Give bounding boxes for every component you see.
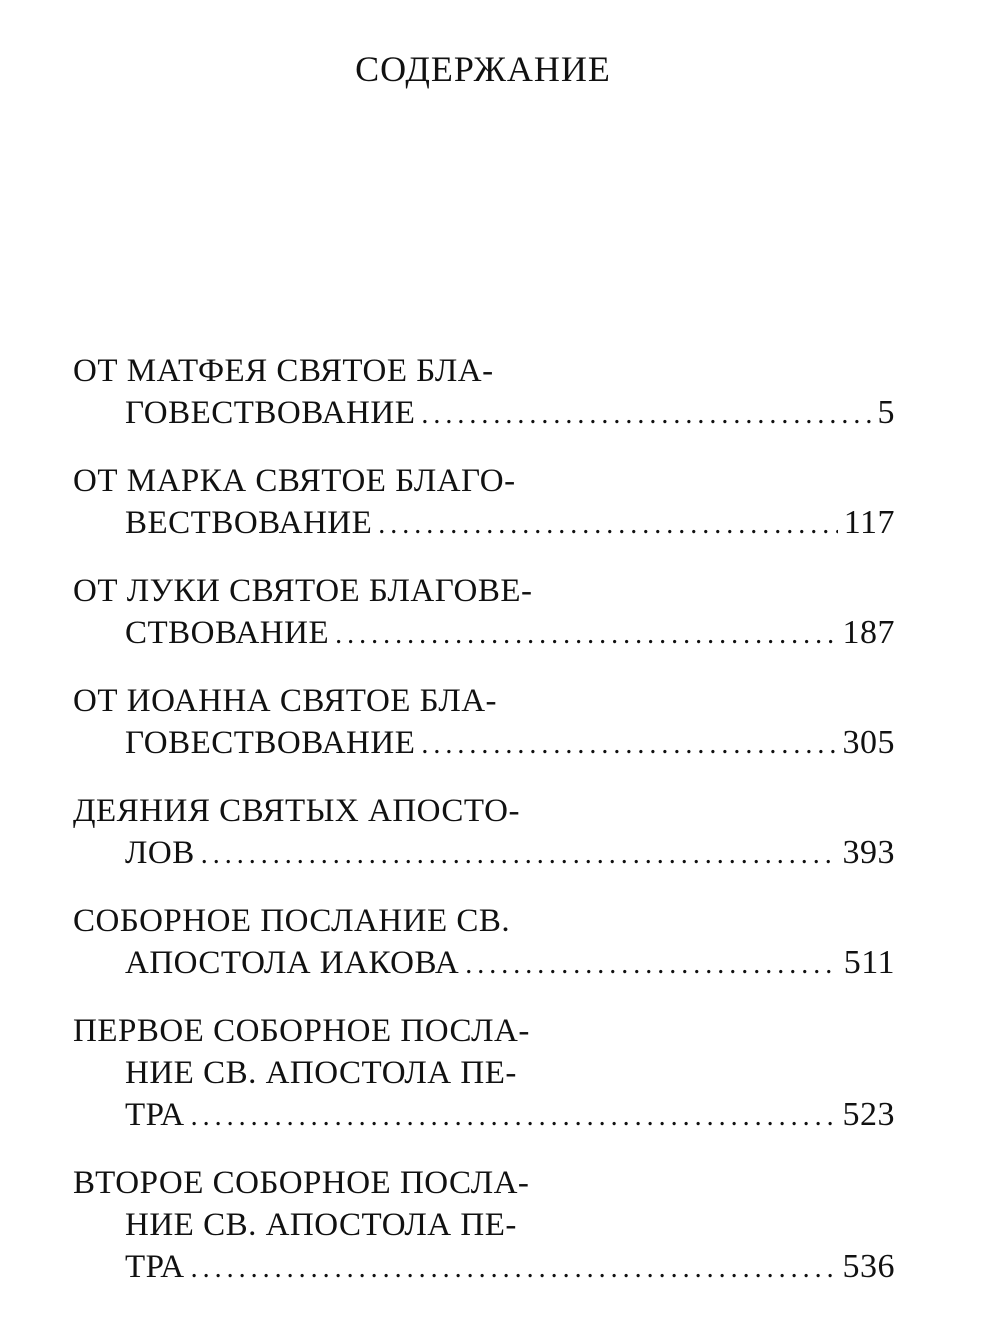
toc-entry-text: НИЕ СВ. АПОСТОЛА ПЕ- (125, 1055, 517, 1091)
toc-entry-text: ТРА (125, 1097, 185, 1133)
page-number: 536 (842, 1248, 895, 1285)
toc-entry-line: ОТ МАРКА СВЯТОЕ БЛАГО- (73, 460, 895, 502)
toc-entry: ОТ МАРКА СВЯТОЕ БЛАГО- ВЕСТВОВАНИЕ 117 (73, 460, 895, 544)
page-number: 511 (843, 944, 895, 981)
toc-entry: ОТ ИОАННА СВЯТОЕ БЛА- ГОВЕСТВОВАНИЕ 305 (73, 680, 895, 764)
toc-entry-line: ТРА 523 (73, 1094, 895, 1136)
toc-entry-line: АПОСТОЛА ИАКОВА 511 (73, 942, 895, 984)
toc-entry-text: ГОВЕСТВОВАНИЕ (125, 725, 416, 761)
toc-entry-line: ТРА 536 (73, 1246, 895, 1288)
dot-leader (421, 394, 871, 436)
toc-entry-text: ВЕСТВОВАНИЕ (125, 505, 373, 541)
page-number: 523 (842, 1096, 895, 1133)
dot-leader (465, 944, 838, 986)
page-number: 393 (842, 834, 895, 871)
toc-entry: ВТОРОЕ СОБОРНОЕ ПОСЛА- НИЕ СВ. АПОСТОЛА П… (73, 1162, 895, 1288)
toc-entry-line: ПЕРВОЕ СОБОРНОЕ ПОСЛА- (73, 1010, 895, 1052)
toc-entry-text: ОТ МАРКА СВЯТОЕ БЛАГО- (73, 463, 516, 499)
toc-entry-text: ЛОВ (125, 835, 195, 871)
toc-entry-line: ОТ МАТФЕЯ СВЯТОЕ БЛА- (73, 350, 895, 392)
toc-entry-line: ВЕСТВОВАНИЕ 117 (73, 502, 895, 544)
toc-entry-text: ДЕЯНИЯ СВЯТЫХ АПОСТО- (73, 793, 520, 829)
page-number: 305 (842, 724, 895, 761)
toc-entry: ДЕЯНИЯ СВЯТЫХ АПОСТО- ЛОВ 393 (73, 790, 895, 874)
toc-entry-line: ОТ ИОАННА СВЯТОЕ БЛА- (73, 680, 895, 722)
toc-entry-line: ЛОВ 393 (73, 832, 895, 874)
dot-leader (201, 834, 837, 876)
toc-entry-line: СТВОВАНИЕ 187 (73, 612, 895, 654)
toc-entry-line: ГОВЕСТВОВАНИЕ 305 (73, 722, 895, 764)
toc-entry: ПЕРВОЕ СОБОРНОЕ ПОСЛА- НИЕ СВ. АПОСТОЛА П… (73, 1010, 895, 1136)
dot-leader (421, 724, 836, 766)
dot-leader (335, 614, 836, 656)
toc-entry-text: ГОВЕСТВОВАНИЕ (125, 395, 416, 431)
toc-entry: СОБОРНОЕ ПОСЛАНИЕ СВ. АПОСТОЛА ИАКОВА 511 (73, 900, 895, 984)
page-number: 117 (843, 504, 895, 541)
toc-entry-line: НИЕ СВ. АПОСТОЛА ПЕ- (73, 1204, 895, 1246)
toc-entry-text: НИЕ СВ. АПОСТОЛА ПЕ- (125, 1207, 517, 1243)
dot-leader (191, 1096, 837, 1138)
toc-entry-text: СОБОРНОЕ ПОСЛАНИЕ СВ. (73, 903, 511, 939)
toc-entry-line: ГОВЕСТВОВАНИЕ 5 (73, 392, 895, 434)
dot-leader (191, 1248, 837, 1290)
page-number: 5 (877, 394, 895, 431)
toc-entry-text: АПОСТОЛА ИАКОВА (125, 945, 460, 981)
toc-entry-text: ПЕРВОЕ СОБОРНОЕ ПОСЛА- (73, 1013, 530, 1049)
page-number: 187 (842, 614, 895, 651)
toc-entry-text: СТВОВАНИЕ (125, 615, 330, 651)
toc-entry-line: ДЕЯНИЯ СВЯТЫХ АПОСТО- (73, 790, 895, 832)
toc-entry-text: ОТ МАТФЕЯ СВЯТОЕ БЛА- (73, 353, 494, 389)
toc-entry-text: ВТОРОЕ СОБОРНОЕ ПОСЛА- (73, 1165, 530, 1201)
toc-entry-line: СОБОРНОЕ ПОСЛАНИЕ СВ. (73, 900, 895, 942)
toc-entry: ОТ ЛУКИ СВЯТОЕ БЛАГОВЕ- СТВОВАНИЕ 187 (73, 570, 895, 654)
toc-entry-text: ОТ ЛУКИ СВЯТОЕ БЛАГОВЕ- (73, 573, 533, 609)
toc-entry-line: НИЕ СВ. АПОСТОЛА ПЕ- (73, 1052, 895, 1094)
toc-entry: ОТ МАТФЕЯ СВЯТОЕ БЛА- ГОВЕСТВОВАНИЕ 5 (73, 350, 895, 434)
toc-entry-text: ОТ ИОАННА СВЯТОЕ БЛА- (73, 683, 498, 719)
toc-entry-line: ОТ ЛУКИ СВЯТОЕ БЛАГОВЕ- (73, 570, 895, 612)
toc-entry-line: ВТОРОЕ СОБОРНОЕ ПОСЛА- (73, 1162, 895, 1204)
dot-leader (378, 504, 837, 546)
toc-entry-text: ТРА (125, 1249, 185, 1285)
table-of-contents: ОТ МАТФЕЯ СВЯТОЕ БЛА-ГОВЕСТВОВАНИЕ5ОТ МА… (73, 350, 895, 1314)
page-title: СОДЕРЖАНИЕ (355, 49, 611, 89)
